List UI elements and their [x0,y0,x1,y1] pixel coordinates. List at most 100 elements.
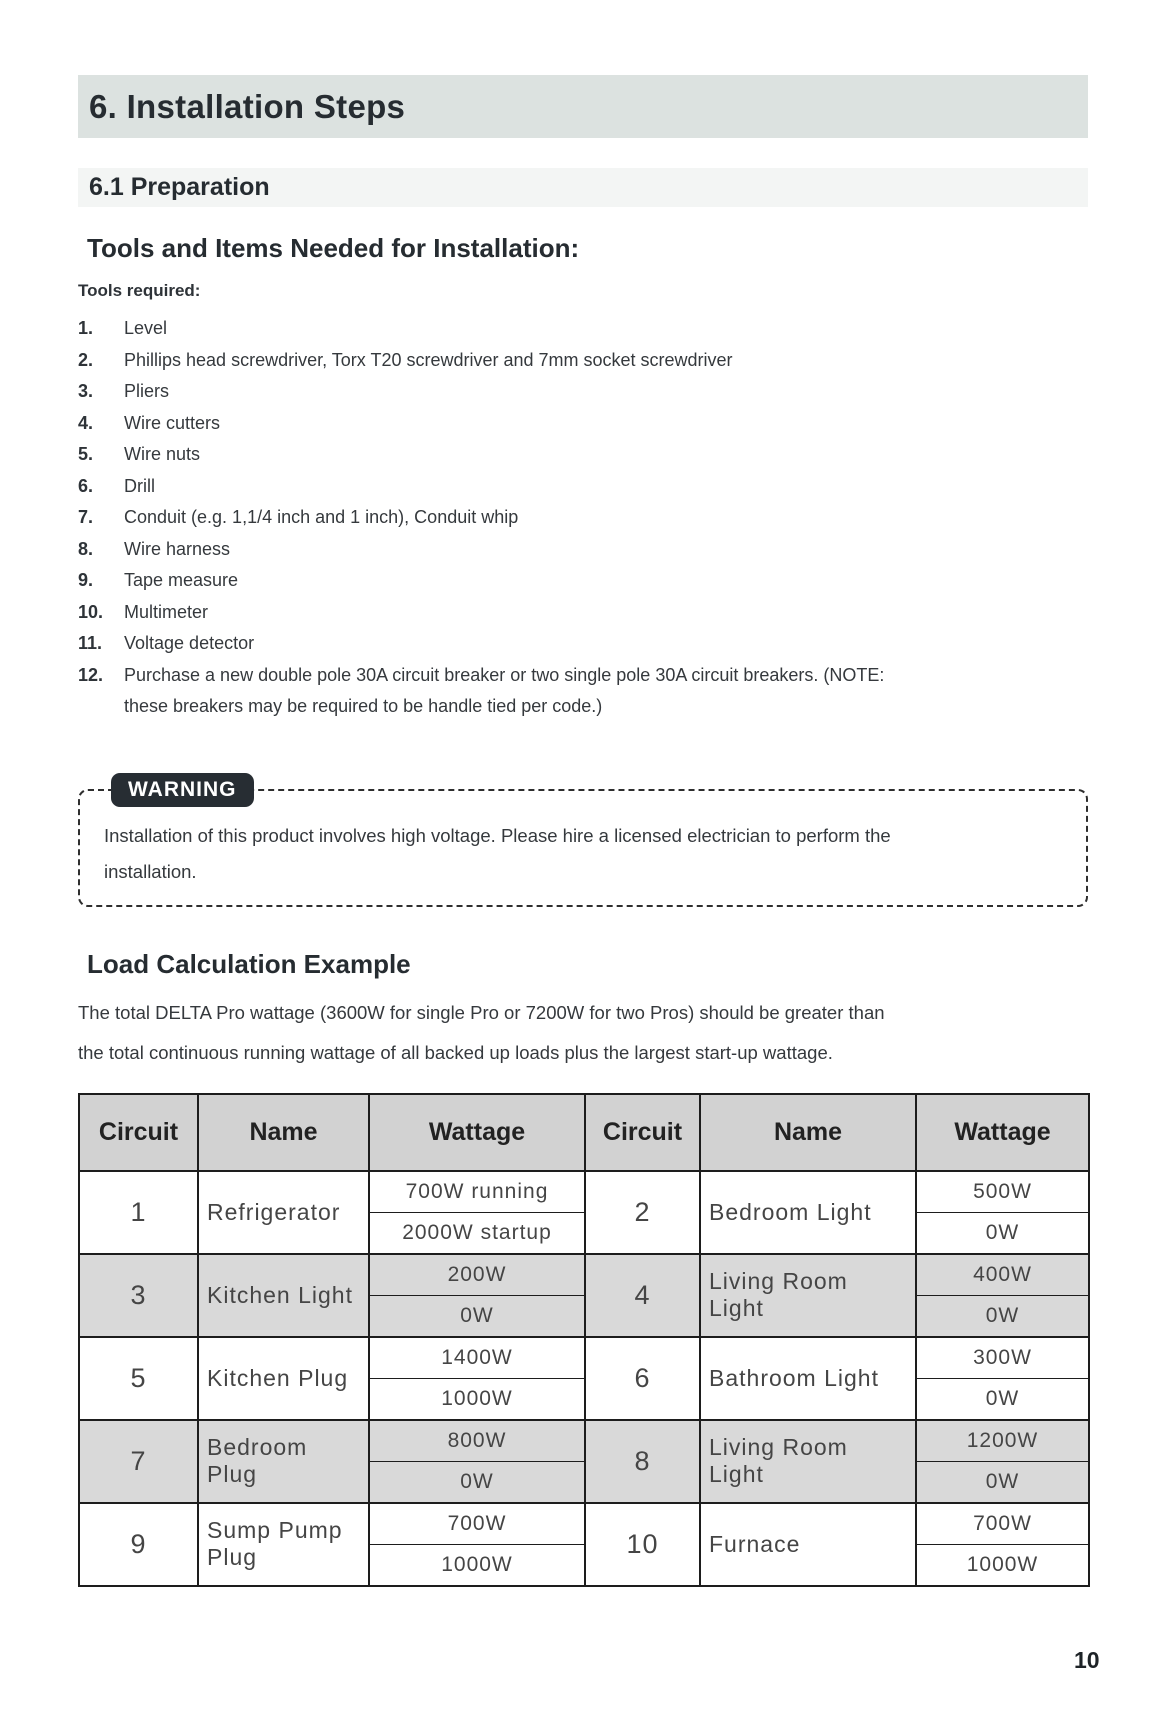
list-item: 10. Multimeter [78,597,1088,629]
list-item-number: 5. [78,444,94,464]
name-cell: Furnace [699,1501,917,1587]
table-header: Circuit Name Wattage Circuit Name Wattag… [78,1092,1090,1172]
list-item-text: Purchase a new double pole 30A circuit b… [124,660,884,723]
name-cell: Bedroom Light [699,1169,917,1255]
list-item-number: 8. [78,538,94,559]
page-number: 10 [1074,1647,1100,1673]
wattage-cell: 500W [915,1169,1090,1213]
list-item: 12. Purchase a new double pole 30A circu… [78,660,1088,723]
circuit-cell: 10 [584,1501,701,1587]
wattage-cell: 1400W [368,1335,586,1379]
list-item-text: Drill [124,475,155,496]
load-calculation-table: Circuit Name Wattage Circuit Name Wattag… [78,1092,1090,1587]
tools-list: 1. Level 2. Phillips head screwdriver, T… [78,313,1088,723]
table-row-group: 3 Kitchen Light 200W 4 Living Room Light… [78,1252,1090,1338]
circuit-cell: 1 [78,1169,199,1255]
circuit-cell: 5 [78,1335,199,1421]
wattage-cell: 1000W [368,1543,586,1587]
wattage-cell: 0W [915,1460,1090,1504]
circuit-cell: 6 [584,1335,701,1421]
table-row: 1 Refrigerator 700W running 2 Bedroom Li… [78,1169,1090,1255]
table-row: 0W 0W [79,1460,1090,1504]
warning-text-line2: installation. [104,860,197,882]
table-row: 1000W 0W [79,1377,1090,1421]
name-cell: Bathroom Light [699,1335,917,1421]
list-item: 4. Wire cutters [78,408,1088,440]
list-item-text: Phillips head screwdriver, Torx T20 scre… [124,349,733,370]
circuit-cell: 2 [584,1169,701,1255]
wattage-cell: 0W [368,1294,586,1338]
section-title: 6.1 Preparation [89,173,270,201]
table-row-group: 7 Bedroom Plug 800W 8 Living Room Light … [78,1418,1090,1504]
load-example-heading: Load Calculation Example [87,948,411,979]
list-item: 8. Wire harness [78,534,1088,566]
table-row: 0W 0W [79,1294,1090,1338]
table-row: 1000W 1000W [79,1543,1090,1587]
circuit-cell: 8 [584,1418,701,1504]
tools-heading: Tools and Items Needed for Installation: [87,233,580,263]
table-row-group: 9 Sump Pump Plug 700W 10 Furnace 700W 10… [78,1501,1090,1587]
name-cell: Living Room Light [699,1252,917,1338]
list-item-number: 9. [78,570,94,590]
warning-text-line1: Installation of this product involves hi… [104,824,891,846]
circuit-cell: 4 [584,1252,701,1338]
tools-intro: Tools required: [78,281,201,300]
paragraph-line2: the total continuous running wattage of … [78,1041,833,1063]
table-row: 9 Sump Pump Plug 700W 10 Furnace 700W [78,1501,1090,1587]
wattage-cell: 2000W startup [368,1211,586,1255]
wattage-cell: 300W [915,1335,1090,1379]
column-header: Wattage [368,1092,586,1172]
list-item-number: 1. [78,318,94,338]
wattage-cell: 700W [368,1501,586,1545]
name-cell: Kitchen Plug [197,1335,370,1421]
name-cell: Living Room Light [699,1418,917,1504]
list-item: 9. Tape measure [78,565,1088,597]
table-row: 7 Bedroom Plug 800W 8 Living Room Light … [78,1418,1090,1504]
section-title-bar: 6.1 Preparation [78,168,1088,207]
list-item-text-line2: these breakers may be required to be han… [124,696,603,716]
list-item-number: 4. [78,412,94,433]
list-item-number: 3. [78,381,94,401]
list-item-text: Tape measure [124,570,239,590]
list-item-number: 11. [78,633,103,653]
table-row: 5 Kitchen Plug 1400W 6 Bathroom Light 30… [78,1335,1090,1421]
list-item: 5. Wire nuts [78,439,1088,471]
wattage-cell: 800W [368,1418,586,1462]
warning-callout: WARNING Installation of this product inv… [78,772,1088,907]
wattage-cell: 1000W [368,1377,586,1421]
table-header-row: Circuit Name Wattage Circuit Name Wattag… [78,1092,1090,1172]
circuit-cell: 7 [78,1418,199,1504]
list-item: 3. Pliers [78,376,1088,408]
list-item: 2. Phillips head screwdriver, Torx T20 s… [78,345,1088,377]
chapter-title: 6. Installation Steps [89,87,406,125]
circuit-cell: 9 [78,1501,199,1587]
wattage-cell: 200W [368,1252,586,1296]
list-item-text: Pliers [124,381,170,401]
wattage-cell: 1000W [915,1543,1090,1587]
table-row-group: 5 Kitchen Plug 1400W 6 Bathroom Light 30… [78,1335,1090,1421]
column-header: Name [197,1092,370,1172]
name-cell: Bedroom Plug [197,1418,370,1504]
list-item-number: 10. [78,601,104,622]
table-row: 2000W startup 0W [79,1211,1090,1255]
list-item-text: Voltage detector [124,633,255,653]
list-item-number: 6. [78,475,94,496]
list-item-number: 7. [78,507,94,527]
name-cell: Refrigerator [197,1169,370,1255]
list-item-text: Level [124,318,168,338]
wattage-cell: 1200W [915,1418,1090,1462]
list-item: 1. Level [78,313,1088,345]
warning-text: Installation of this product involves hi… [80,791,1086,890]
list-item-text: Conduit (e.g. 1,1/4 inch and 1 inch), Co… [124,507,519,527]
circuit-cell: 3 [78,1252,199,1338]
wattage-cell: 0W [915,1211,1090,1255]
list-item-number: 2. [78,349,94,370]
name-cell: Kitchen Light [197,1252,370,1338]
paragraph-line1: The total DELTA Pro wattage (3600W for s… [78,1001,885,1023]
list-item-text: Wire nuts [124,444,201,464]
warning-badge: WARNING [111,772,254,807]
page-content: 6. Installation Steps 6.1 Preparation To… [78,75,1090,1587]
wattage-cell: 0W [368,1460,586,1504]
list-item: 6. Drill [78,471,1088,503]
list-item-text: Multimeter [124,601,209,622]
